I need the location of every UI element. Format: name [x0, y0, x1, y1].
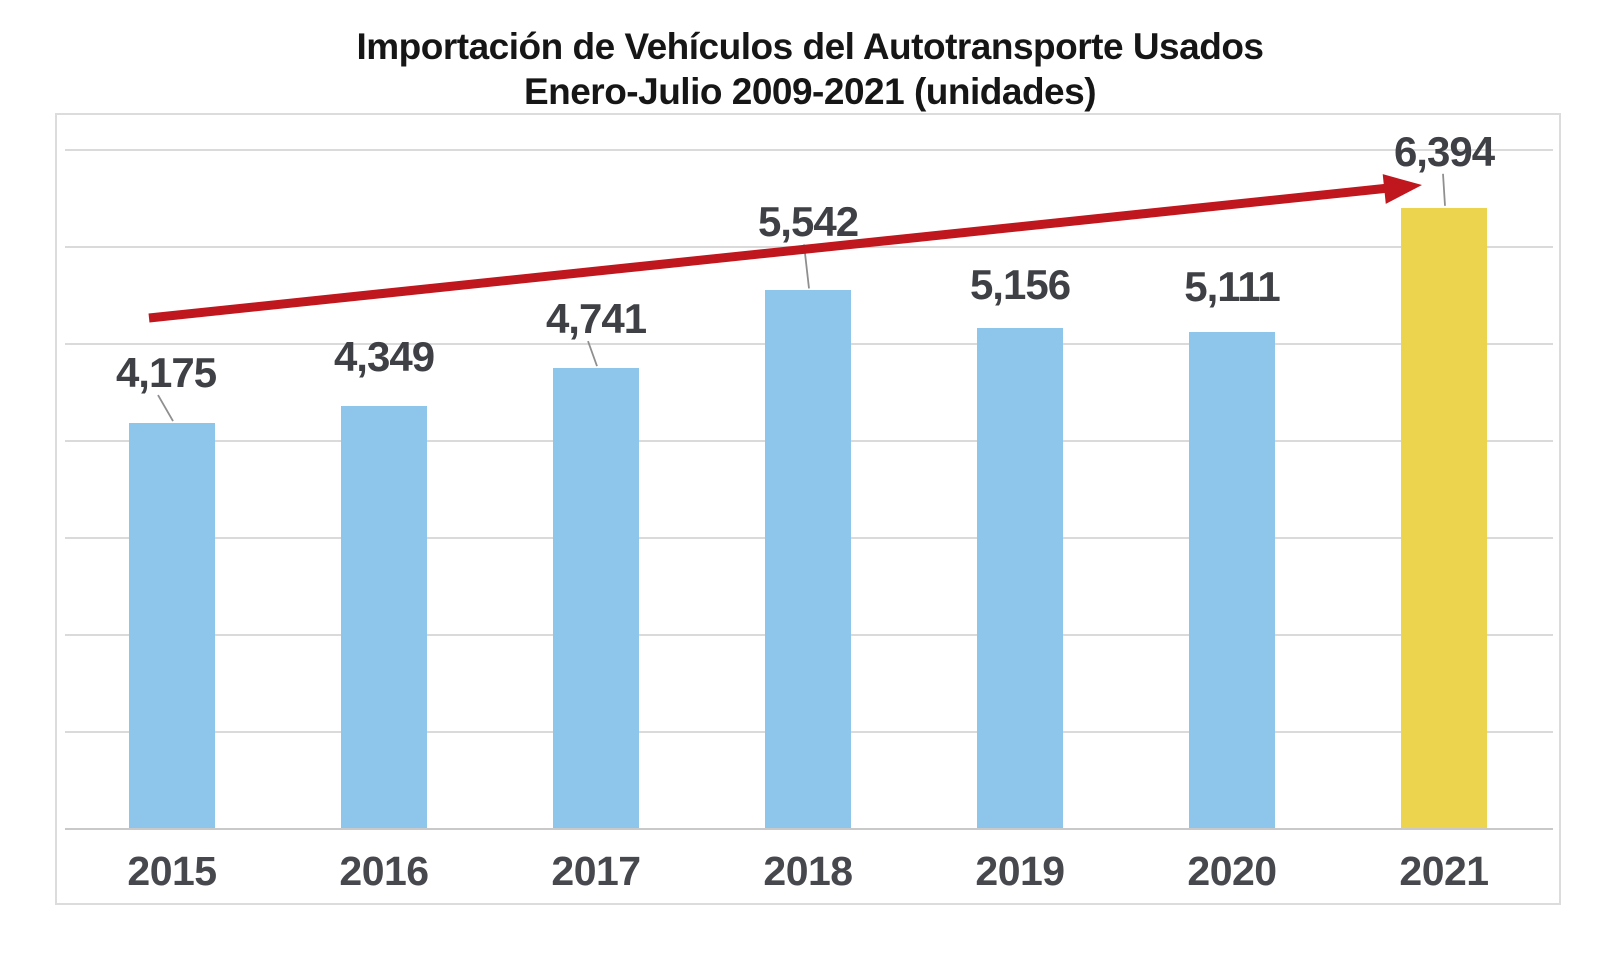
bar-2017	[553, 368, 639, 828]
value-label-2019: 5,156	[969, 260, 1071, 308]
chart-title: Importación de Vehículos del Autotranspo…	[0, 24, 1620, 114]
axis-label-2017: 2017	[551, 848, 641, 894]
value-label-2017: 4,741	[545, 295, 647, 343]
gridline-6000	[65, 246, 1553, 248]
gridline-7000	[65, 149, 1553, 151]
bar-2016	[341, 406, 427, 828]
value-label-2020: 5,111	[1184, 263, 1280, 311]
axis-label-2018: 2018	[763, 848, 853, 894]
axis-label-2016: 2016	[339, 848, 429, 894]
value-label-2016: 4,349	[333, 333, 435, 381]
value-label-2015: 4,175	[115, 349, 217, 397]
leader-line-2021	[1442, 173, 1446, 206]
bar-2020	[1189, 332, 1275, 828]
axis-label-2020: 2020	[1187, 848, 1277, 894]
bar-2021	[1401, 207, 1487, 828]
axis-label-2019: 2019	[975, 848, 1065, 894]
trend-arrow-head	[1382, 174, 1422, 204]
axis-label-2015: 2015	[127, 848, 217, 894]
bar-2015	[129, 423, 215, 828]
axis-label-2021: 2021	[1399, 848, 1489, 894]
value-label-2021: 6,394	[1393, 127, 1495, 175]
bar-2019	[977, 327, 1063, 828]
leader-line-2015	[157, 394, 174, 422]
chart-title-line2: Enero-Julio 2009-2021 (unidades)	[523, 71, 1097, 112]
value-label-2018: 5,542	[757, 198, 859, 246]
bar-2018	[765, 290, 851, 828]
plot-area: 4,175 4,349 4,741 5,542 5,156 5,111 6,394 2015…	[55, 113, 1561, 905]
leader-line-2018	[803, 244, 810, 289]
x-axis-line	[65, 828, 1553, 830]
chart-title-line1: Importación de Vehículos del Autotranspo…	[356, 26, 1264, 67]
